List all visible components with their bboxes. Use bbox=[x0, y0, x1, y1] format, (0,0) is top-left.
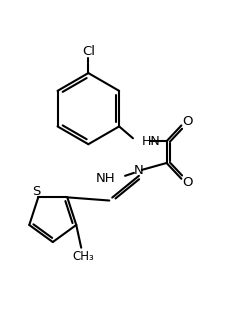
Text: Cl: Cl bbox=[82, 45, 95, 58]
Text: S: S bbox=[32, 185, 41, 198]
Text: CH₃: CH₃ bbox=[72, 250, 94, 263]
Text: N: N bbox=[134, 164, 144, 177]
Text: O: O bbox=[182, 115, 192, 128]
Text: O: O bbox=[182, 176, 192, 189]
Text: NH: NH bbox=[96, 172, 115, 185]
Text: HN: HN bbox=[142, 135, 161, 148]
